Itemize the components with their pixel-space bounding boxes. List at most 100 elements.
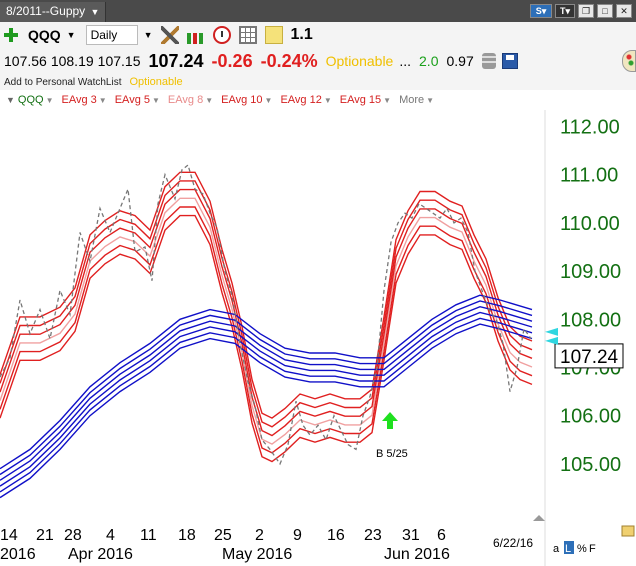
- last-price-label: 107.24: [560, 347, 619, 368]
- maximize-button[interactable]: □: [597, 4, 613, 18]
- price-change-pct: -0.24%: [260, 50, 318, 71]
- x-day-label: 2: [255, 527, 264, 544]
- green-value: 2.0: [419, 53, 439, 69]
- tools-icon[interactable]: [160, 26, 179, 44]
- x-day-label: 31: [402, 527, 420, 544]
- palette-icon[interactable]: [622, 50, 636, 72]
- indicator-more[interactable]: More ▼: [399, 94, 434, 106]
- chevron-down-icon[interactable]: ▼: [152, 96, 160, 105]
- window-title-tab[interactable]: 8/2011--Guppy ▼: [0, 2, 107, 22]
- price-marker-arrow: [545, 327, 558, 336]
- window-title: 8/2011--Guppy: [6, 4, 86, 18]
- y-tick-label: 109.00: [560, 261, 621, 283]
- add-to-watchlist-link[interactable]: Add to Personal WatchList: [4, 76, 122, 88]
- indicator-eavg-8[interactable]: EAvg 8 ▼: [168, 94, 213, 106]
- chevron-down-icon[interactable]: ▼: [264, 96, 273, 105]
- indicator-qqq[interactable]: QQQ ▼: [18, 94, 54, 106]
- corner-button-a[interactable]: a: [553, 543, 560, 555]
- x-day-label: 4: [106, 527, 115, 544]
- x-month-label: Apr 2016: [68, 546, 133, 563]
- chevron-down-icon[interactable]: ▼: [90, 7, 100, 17]
- low-price: 107.15: [97, 53, 141, 69]
- x-day-label: 14: [0, 527, 18, 544]
- chevron-down-icon[interactable]: ▼: [66, 30, 76, 40]
- up-arrow-icon: [382, 412, 398, 429]
- corner-button-f[interactable]: F: [589, 543, 596, 555]
- short-term-ema-line: [0, 188, 533, 437]
- chevron-down-icon[interactable]: ▼: [205, 96, 214, 105]
- y-tick-label: 108.00: [560, 309, 621, 331]
- y-tick-label: 105.00: [560, 454, 621, 476]
- corner-button-l[interactable]: L: [565, 543, 571, 555]
- window-controls: S▾ T▾ ❐ □ ✕: [530, 4, 632, 18]
- grid-icon[interactable]: [238, 26, 257, 44]
- annotation-group: B 5/25: [376, 412, 408, 460]
- plus-icon[interactable]: [4, 28, 18, 42]
- corner-button-bg: [564, 541, 574, 554]
- price-chart[interactable]: 112.00111.00110.00109.00108.00107.00106.…: [0, 90, 636, 566]
- pencil-icon[interactable]: [621, 525, 635, 537]
- database-icon[interactable]: [481, 53, 496, 69]
- indicator-label: QQQ: [17, 94, 44, 106]
- scroll-up-caret-icon: [533, 515, 545, 521]
- long-term-guppy-group: [0, 294, 533, 499]
- price-marker-arrow: [545, 336, 558, 345]
- indicator-label: EAvg 15: [339, 94, 382, 106]
- toolbar: QQQ ▼ Daily ▼ 1.1: [0, 22, 636, 48]
- watchlist-row: Add to Personal WatchList Optionable: [0, 74, 636, 90]
- s-menu-button[interactable]: S▾: [530, 4, 552, 18]
- open-price: 107.56: [4, 53, 47, 69]
- x-day-label: 6: [437, 527, 446, 544]
- t-menu-button[interactable]: T▾: [555, 4, 575, 18]
- save-icon[interactable]: [501, 53, 518, 69]
- price-line: [0, 163, 532, 466]
- indicator-bar: ▼ QQQ ▼ EAvg 3 ▼ EAvg 5 ▼ EAvg 8 ▼ EAvg 10 ▼ EAvg 1…: [0, 90, 636, 110]
- bar-chart-icon[interactable]: [186, 26, 205, 44]
- y-tick-label: 112.00: [560, 117, 620, 139]
- indicator-label: EAvg 8: [167, 94, 204, 106]
- short-term-ema-line: [0, 197, 533, 445]
- symbol-label[interactable]: QQQ: [28, 27, 61, 43]
- corner-button-%[interactable]: %: [577, 543, 587, 555]
- x-day-label: 21: [36, 527, 54, 544]
- chevron-down-icon[interactable]: ▼: [383, 96, 392, 105]
- chevron-down-icon[interactable]: ▼: [6, 95, 15, 105]
- period-select[interactable]: Daily: [85, 25, 138, 45]
- x-day-label: 25: [214, 527, 232, 544]
- chevron-down-icon[interactable]: ▼: [323, 96, 332, 105]
- note-icon[interactable]: [264, 26, 283, 44]
- indicator-label: EAvg 3: [61, 94, 97, 106]
- period-value: Daily: [90, 28, 118, 42]
- close-button[interactable]: ✕: [616, 4, 632, 18]
- x-month-label: Jun 2016: [384, 546, 450, 563]
- more-dots[interactable]: ...: [399, 53, 412, 69]
- window-title-bar: 8/2011--Guppy ▼ S▾ T▾ ❐ □ ✕: [0, 0, 636, 22]
- price-series-group: [0, 163, 532, 466]
- optionable-label: Optionable: [129, 76, 183, 88]
- last-price-box: [554, 343, 624, 369]
- price-change: -0.26: [211, 50, 253, 71]
- long-term-ema-line: [0, 317, 533, 493]
- chevron-down-icon[interactable]: ▼: [143, 30, 153, 40]
- last-price: 107.24: [148, 50, 204, 71]
- restore-button[interactable]: ❐: [578, 4, 594, 18]
- date-label: 6/22/16: [493, 536, 533, 550]
- indicator-eavg-12[interactable]: EAvg 12 ▼: [280, 94, 331, 106]
- x-day-label: 28: [64, 527, 82, 544]
- chevron-down-icon[interactable]: ▼: [426, 96, 435, 105]
- short-term-ema-line: [0, 206, 533, 454]
- indicator-label: More: [399, 94, 425, 106]
- indicator-eavg-10[interactable]: EAvg 10 ▼: [221, 94, 272, 106]
- chevron-down-icon[interactable]: ▼: [45, 96, 54, 105]
- x-day-label: 18: [178, 527, 196, 544]
- alarm-clock-icon[interactable]: [212, 26, 231, 44]
- indicator-eavg-3[interactable]: EAvg 3 ▼: [62, 94, 107, 106]
- optionable-label: Optionable: [325, 53, 394, 69]
- chevron-down-icon[interactable]: ▼: [98, 96, 107, 105]
- ratio-value: 0.97: [446, 53, 474, 69]
- short-term-ema-line: [0, 180, 533, 428]
- x-day-label: 9: [293, 527, 302, 544]
- indicator-eavg-15[interactable]: EAvg 15 ▼: [340, 94, 391, 106]
- indicator-eavg-5[interactable]: EAvg 5 ▼: [115, 94, 160, 106]
- short-term-ema-line: [0, 214, 533, 463]
